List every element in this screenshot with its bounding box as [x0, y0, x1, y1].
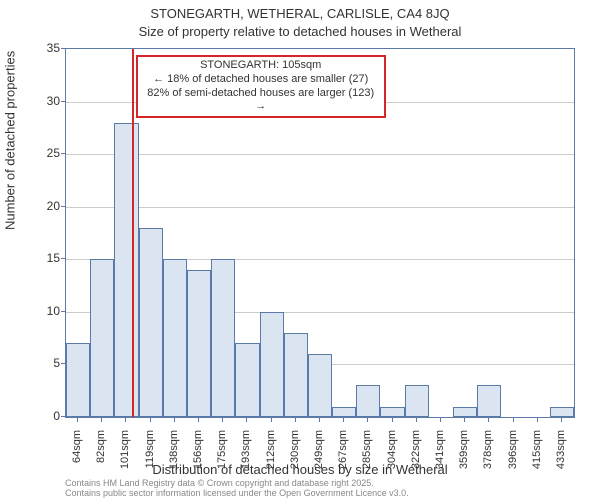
xtick-label: 212sqm — [265, 430, 277, 470]
callout-line3: 82% of semi-detached houses are larger (… — [142, 87, 380, 115]
xtick-mark — [561, 418, 562, 422]
ytick-mark — [61, 153, 65, 154]
callout-box: STONEGARTH: 105sqm← 18% of detached hous… — [136, 55, 386, 118]
xtick-mark — [367, 418, 368, 422]
histogram-bar — [356, 385, 380, 417]
ytick-mark — [61, 363, 65, 364]
histogram-bar — [332, 407, 356, 418]
ytick-label: 35 — [30, 41, 60, 55]
xtick-label: 378sqm — [482, 430, 494, 470]
xtick-label: 433sqm — [555, 430, 567, 470]
footer-attribution: Contains HM Land Registry data © Crown c… — [65, 478, 409, 499]
xtick-mark — [295, 418, 296, 422]
xtick-mark — [77, 418, 78, 422]
xtick-mark — [319, 418, 320, 422]
xtick-label: 267sqm — [337, 430, 349, 470]
xtick-label: 285sqm — [361, 430, 373, 470]
xtick-mark — [222, 418, 223, 422]
xtick-mark — [440, 418, 441, 422]
chart-title-line1: STONEGARTH, WETHERAL, CARLISLE, CA4 8JQ — [0, 6, 600, 21]
xtick-mark — [464, 418, 465, 422]
histogram-bar — [139, 228, 163, 417]
histogram-bar — [90, 259, 114, 417]
ytick-mark — [61, 258, 65, 259]
ytick-mark — [61, 206, 65, 207]
xtick-mark — [488, 418, 489, 422]
plot-area: STONEGARTH: 105sqm← 18% of detached hous… — [65, 48, 575, 418]
xtick-label: 156sqm — [192, 430, 204, 470]
xtick-mark — [513, 418, 514, 422]
histogram-bar — [211, 259, 235, 417]
histogram-bar — [284, 333, 308, 417]
callout-line1: STONEGARTH: 105sqm — [142, 59, 380, 73]
ytick-label: 5 — [30, 356, 60, 370]
xtick-mark — [537, 418, 538, 422]
histogram-bar — [260, 312, 284, 417]
callout-line2: ← 18% of detached houses are smaller (27… — [142, 73, 380, 87]
ytick-label: 20 — [30, 199, 60, 213]
xtick-mark — [392, 418, 393, 422]
xtick-label: 119sqm — [144, 430, 156, 470]
histogram-bar — [187, 270, 211, 417]
histogram-bar — [550, 407, 574, 418]
xtick-label: 415sqm — [531, 430, 543, 470]
xtick-mark — [150, 418, 151, 422]
footer-line1: Contains HM Land Registry data © Crown c… — [65, 478, 409, 488]
xtick-mark — [174, 418, 175, 422]
histogram-bar — [163, 259, 187, 417]
ytick-mark — [61, 101, 65, 102]
gridline — [66, 154, 574, 155]
xtick-mark — [343, 418, 344, 422]
xtick-label: 82sqm — [95, 430, 107, 470]
xtick-label: 249sqm — [313, 430, 325, 470]
xtick-mark — [246, 418, 247, 422]
xtick-label: 230sqm — [289, 430, 301, 470]
ytick-label: 0 — [30, 409, 60, 423]
gridline — [66, 207, 574, 208]
ytick-mark — [61, 416, 65, 417]
histogram-bar — [66, 343, 90, 417]
reference-line — [132, 49, 134, 417]
xtick-label: 101sqm — [119, 430, 131, 470]
xtick-label: 193sqm — [240, 430, 252, 470]
chart-title-line2: Size of property relative to detached ho… — [0, 24, 600, 39]
xtick-label: 396sqm — [507, 430, 519, 470]
xtick-label: 64sqm — [71, 430, 83, 470]
ytick-label: 10 — [30, 304, 60, 318]
xtick-mark — [271, 418, 272, 422]
xtick-label: 304sqm — [386, 430, 398, 470]
xtick-label: 175sqm — [216, 430, 228, 470]
xtick-label: 341sqm — [434, 430, 446, 470]
ytick-mark — [61, 48, 65, 49]
histogram-bar — [477, 385, 501, 417]
histogram-bar — [308, 354, 332, 417]
ytick-mark — [61, 311, 65, 312]
ytick-label: 25 — [30, 146, 60, 160]
histogram-bar — [405, 385, 429, 417]
xtick-mark — [101, 418, 102, 422]
ytick-label: 30 — [30, 94, 60, 108]
histogram-bar — [114, 123, 138, 417]
histogram-bar — [235, 343, 259, 417]
xtick-mark — [125, 418, 126, 422]
footer-line2: Contains public sector information licen… — [65, 488, 409, 498]
xtick-label: 138sqm — [168, 430, 180, 470]
histogram-bar — [380, 407, 404, 418]
ytick-label: 15 — [30, 251, 60, 265]
y-axis-label: Number of detached properties — [3, 51, 18, 230]
xtick-mark — [416, 418, 417, 422]
histogram-bar — [453, 407, 477, 418]
xtick-label: 322sqm — [410, 430, 422, 470]
xtick-label: 359sqm — [458, 430, 470, 470]
xtick-mark — [198, 418, 199, 422]
